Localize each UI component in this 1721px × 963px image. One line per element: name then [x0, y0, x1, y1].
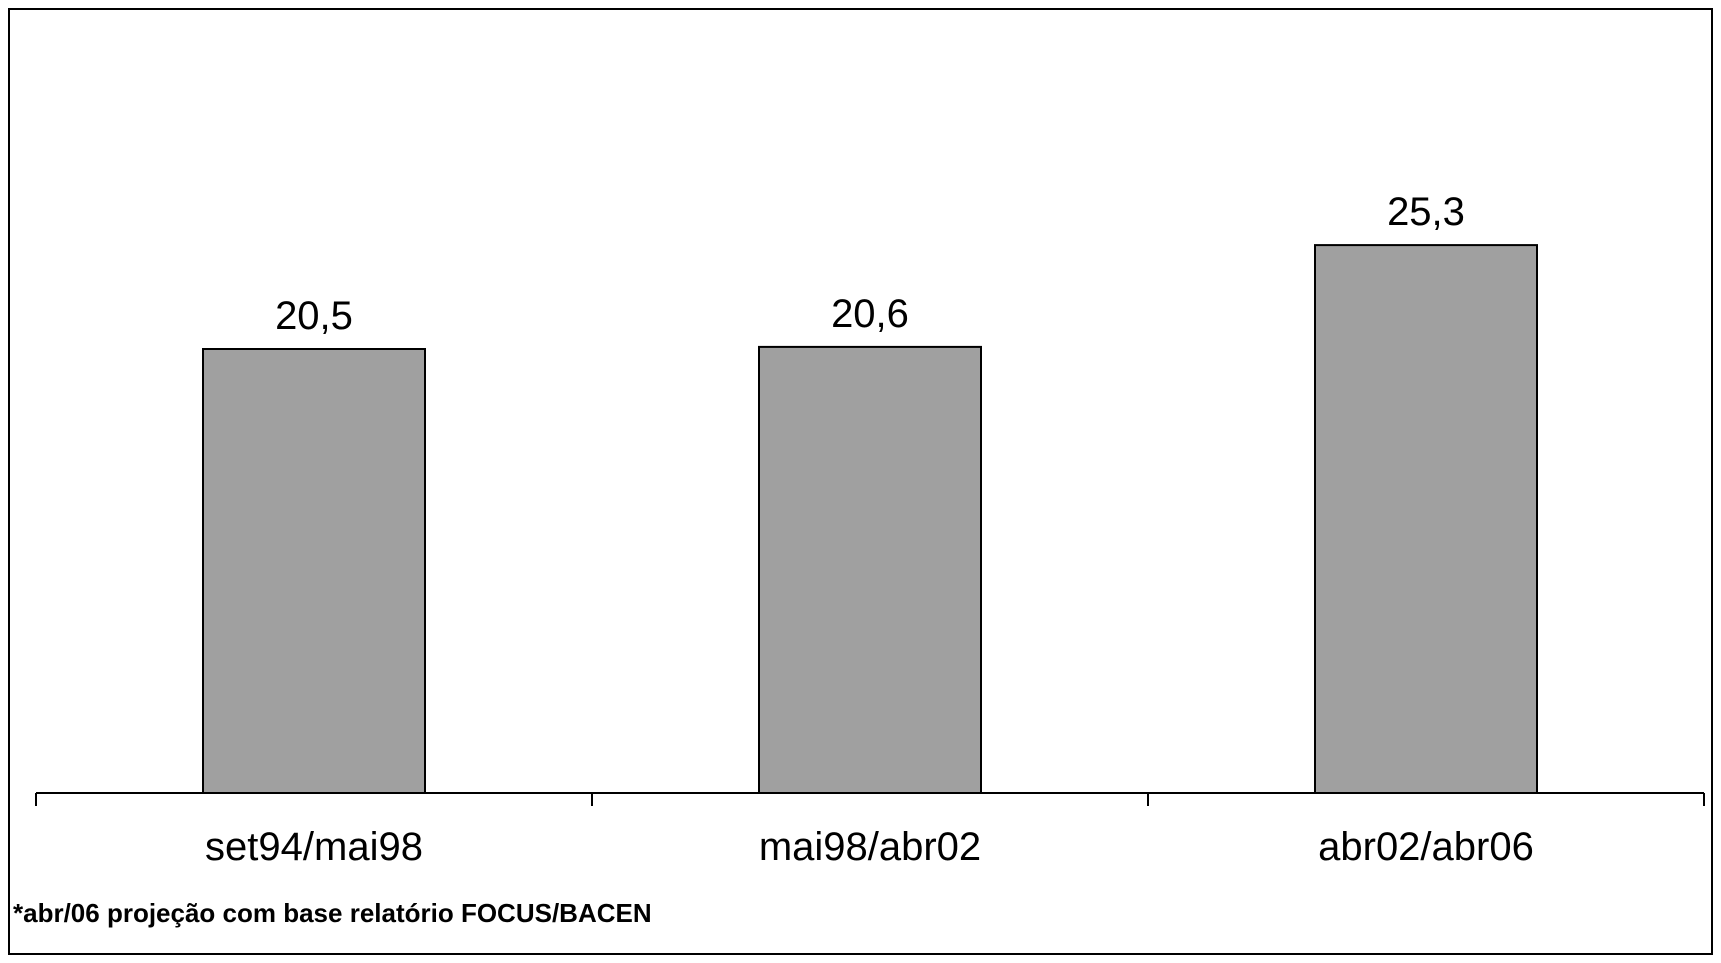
x-axis	[35, 792, 1705, 806]
bar	[202, 348, 426, 794]
data-label: 20,6	[831, 292, 909, 336]
x-tick-label: set94/mai98	[205, 825, 423, 869]
x-tick-label: abr02/abr06	[1318, 825, 1534, 869]
bars-layer	[202, 244, 1538, 795]
labels-layer: 20,5 set94/mai98 20,6 mai98/abr02 25,3 abr02/…	[205, 190, 1534, 869]
data-label: 20,5	[275, 294, 353, 338]
data-label: 25,3	[1387, 190, 1465, 234]
bar	[1314, 244, 1538, 795]
x-tick-label: mai98/abr02	[759, 825, 981, 869]
footnote: *abr/06 projeção com base relatório FOCU…	[13, 898, 652, 928]
bar	[758, 345, 982, 794]
